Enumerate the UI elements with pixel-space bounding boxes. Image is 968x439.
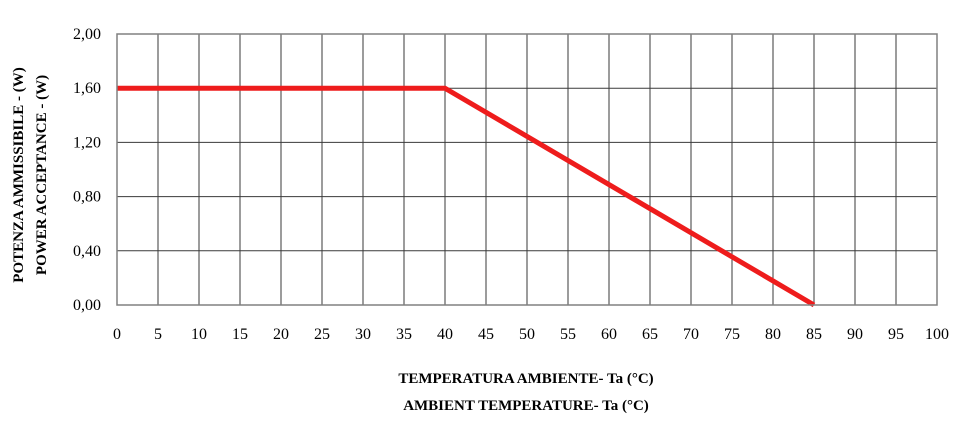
x-tick-label: 80	[765, 326, 781, 343]
series-layer	[117, 85, 816, 308]
y-tick-label: 1,60	[73, 80, 101, 97]
x-tick-label: 45	[478, 326, 494, 343]
x-tick-label: 100	[925, 326, 949, 343]
x-tick-label: 25	[314, 326, 330, 343]
y-tick-label: 1,20	[73, 134, 101, 151]
x-tick-label: 95	[888, 326, 904, 343]
series-line	[117, 85, 816, 308]
x-tick-label: 40	[437, 326, 453, 343]
y-tick-label: 0,80	[73, 189, 101, 206]
y-tick-label: 0,00	[73, 297, 101, 314]
x-axis-title-line-2: AMBIENT TEMPERATURE- Ta (°C)	[403, 398, 649, 414]
x-axis-title-line-1: TEMPERATURA AMBIENTE- Ta (°C)	[398, 371, 653, 387]
x-tick-label: 35	[396, 326, 412, 343]
x-tick-label: 60	[601, 326, 617, 343]
x-tick-label: 30	[355, 326, 371, 343]
x-tick-label: 0	[113, 326, 121, 343]
x-tick-label: 70	[683, 326, 699, 343]
x-tick-labels: 0 5 10 15 20 25 30 35 40 45 50 55 60 65 70 75 80 85 90 95 10…	[113, 326, 949, 343]
x-tick-label: 50	[519, 326, 535, 343]
y-tick-label: 2,00	[73, 26, 101, 43]
plot-frame	[116, 33, 938, 306]
x-tick-label: 85	[806, 326, 822, 343]
grid	[117, 34, 937, 305]
y-axis-title-line-1: POTENZA AMMISSIBILE - (W)	[11, 67, 27, 282]
x-tick-label: 5	[154, 326, 162, 343]
x-tick-label: 65	[642, 326, 658, 343]
y-axis-title-line-2: POWER ACCEPTANCE - (W)	[34, 75, 50, 275]
x-tick-label: 10	[191, 326, 207, 343]
x-tick-label: 75	[724, 326, 740, 343]
y-tick-labels: 0,00 0,40 0,80 1,20 1,60 2,00	[73, 26, 101, 314]
x-tick-label: 20	[273, 326, 289, 343]
y-tick-label: 0,40	[73, 243, 101, 260]
x-tick-label: 15	[232, 326, 248, 343]
x-tick-label: 90	[847, 326, 863, 343]
x-tick-label: 55	[560, 326, 576, 343]
